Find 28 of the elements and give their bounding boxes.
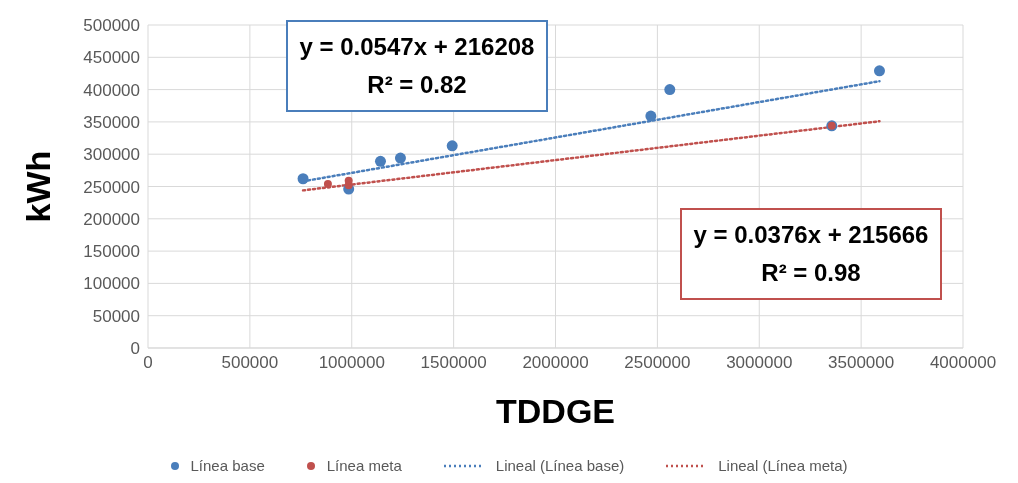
legend-label: Línea meta (326, 457, 402, 474)
x-tick-label: 3000000 (726, 353, 793, 373)
y-axis-title: kWh (19, 150, 58, 223)
y-tick-label: 50000 (92, 306, 140, 326)
y-tick-label: 500000 (83, 16, 140, 36)
legend-label: Línea base (190, 457, 265, 474)
x-tick-label: 500000 (221, 353, 279, 373)
y-tick-label: 300000 (83, 145, 140, 165)
x-tick-label: 1000000 (318, 353, 385, 373)
annotation: y = 0.0547x + 216208 R² = 0.82 (299, 32, 535, 100)
x-axis-title: TDDGE (496, 392, 615, 430)
y-tick-label: 450000 (83, 48, 140, 68)
x-tick-label: 0 (143, 353, 153, 373)
y-tick-label: 200000 (83, 209, 140, 229)
x-tick-label: 2500000 (624, 353, 691, 373)
y-tick-label: 0 (130, 339, 140, 359)
y-tick-label: 350000 (83, 112, 140, 132)
annotation: y = 0.0376x + 215666 R² = 0.98 (693, 220, 929, 288)
y-tick-label: 250000 (83, 177, 140, 197)
y-tick-label: 400000 (83, 80, 140, 100)
legend-label: Lineal (Línea meta) (718, 457, 848, 474)
x-tick-label: 4000000 (929, 353, 997, 373)
y-tick-label: 150000 (83, 242, 140, 262)
x-tick-label: 1500000 (420, 353, 487, 373)
x-tick-label: 2000000 (522, 353, 589, 373)
y-tick-label: 100000 (83, 274, 140, 294)
x-tick-label: 3500000 (828, 353, 895, 373)
legend-label: Lineal (Línea base) (495, 457, 625, 474)
